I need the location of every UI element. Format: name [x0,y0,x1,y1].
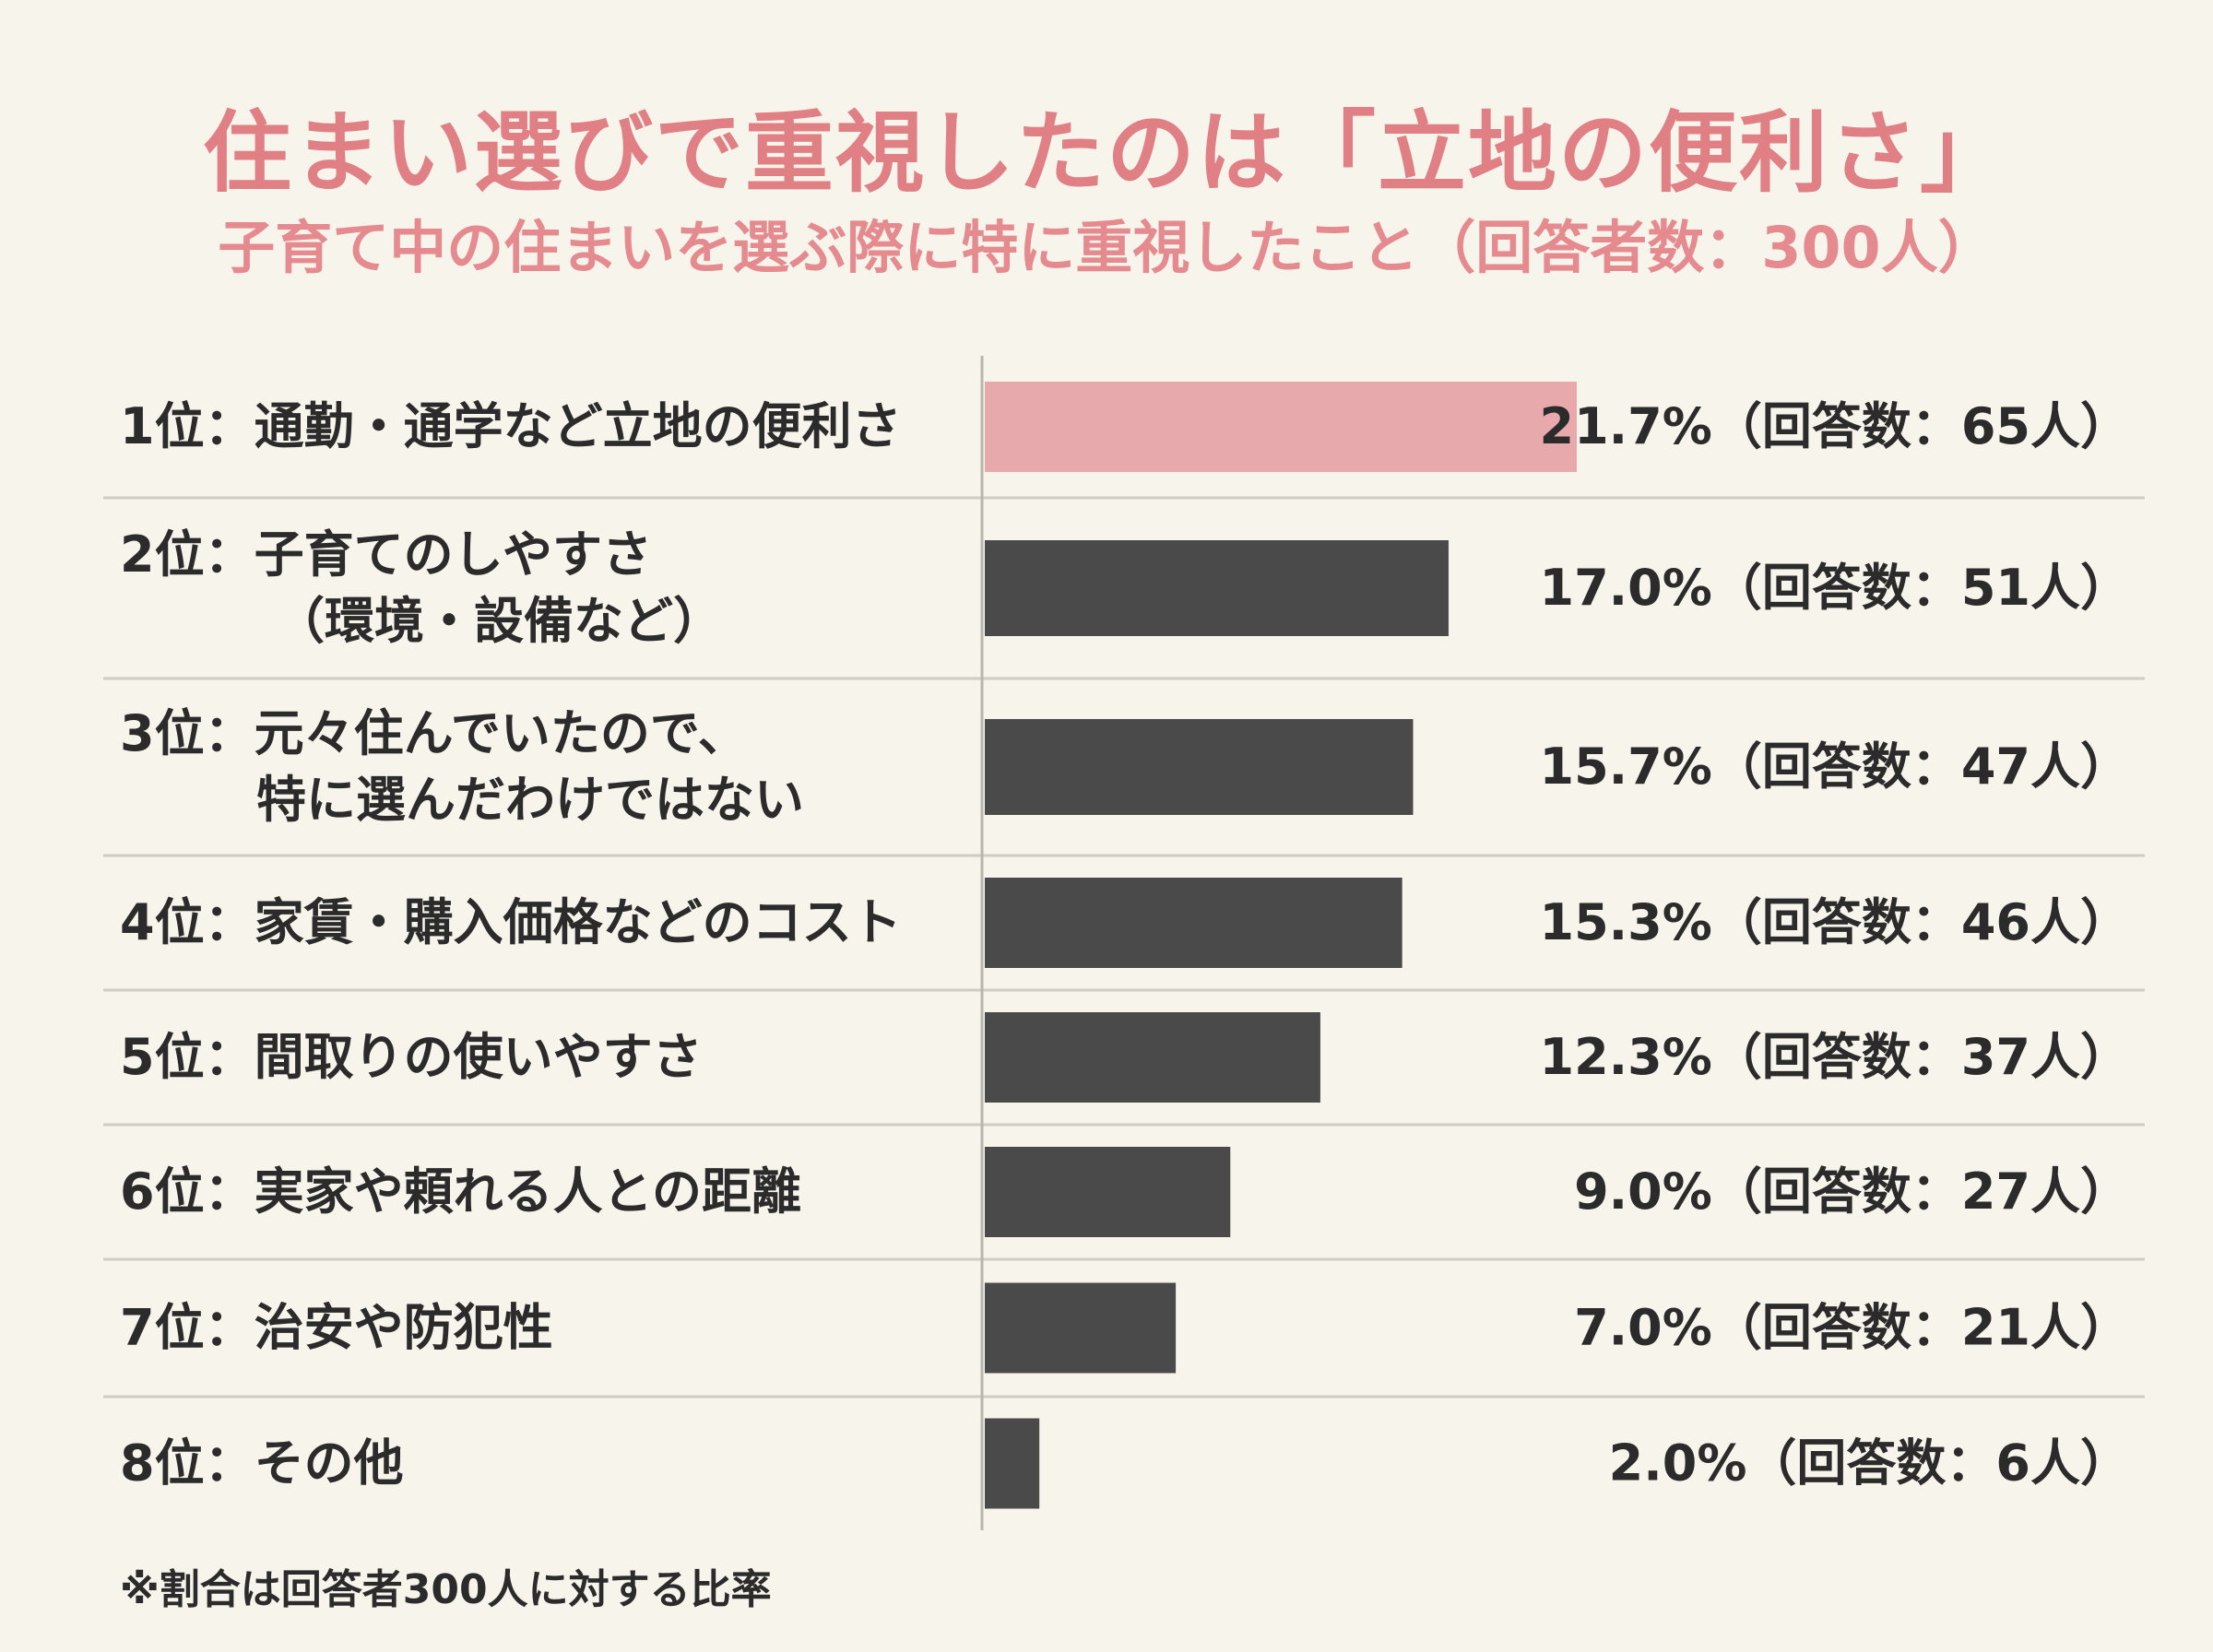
value-label-3: 15.7%（回答数：47人） [1540,738,2131,796]
category-label-1: 1位：通勤・通学など立地の便利さ [120,397,902,455]
category-label-line: 3位：元々住んでいたので、 [120,704,748,762]
bar-1 [985,382,1577,472]
category-label-line: 2位：子育てのしやすさ [120,525,652,584]
category-label-5: 5位：間取りの使いやすさ [120,1028,703,1086]
bar-5 [985,1012,1320,1103]
category-label-line: 4位：家賃・購入価格などのコスト [120,893,902,951]
category-label-6: 6位：実家や頼れる人との距離 [120,1162,801,1221]
bar-3 [985,719,1414,815]
footnote: ※割合は回答者300人に対する比率 [120,1566,772,1613]
value-label-2: 17.0%（回答数：51人） [1540,559,2131,617]
category-label-line: 6位：実家や頼れる人との距離 [120,1162,801,1221]
chart-subtitle: 子育て中の住まいを選ぶ際に特に重視したこと（回答者数：300人） [218,214,1995,281]
category-label-line: （環境・設備など） [275,592,723,650]
value-label-6: 9.0%（回答数：27人） [1574,1162,2130,1221]
category-label-2: 2位：子育てのしやすさ （環境・設備など） [120,525,723,650]
value-label-7: 7.0%（回答数：21人） [1574,1299,2130,1357]
category-label-line: 1位：通勤・通学など立地の便利さ [120,397,902,455]
value-label-8: 2.0%（回答数：6人） [1609,1434,2130,1493]
category-label-4: 4位：家賃・購入価格などのコスト [120,893,902,951]
value-label-5: 12.3%（回答数：37人） [1540,1028,2131,1086]
bar-8 [985,1418,1040,1509]
category-label-3: 3位：元々住んでいたので、特に選んだわけではない [120,704,804,829]
category-label-line: 8位：その他 [120,1434,404,1493]
category-label-line: 7位：治安や防犯性 [120,1299,553,1357]
bar-7 [985,1282,1177,1374]
value-label-1: 21.7%（回答数：65人） [1540,397,2131,455]
bar-6 [985,1147,1231,1237]
chart-title: 住まい選びで重視したのは「立地の便利さ」 [203,101,2010,205]
category-label-line: 5位：間取りの使いやすさ [120,1028,703,1086]
bar-4 [985,878,1402,968]
value-label-4: 15.3%（回答数：46人） [1540,893,2131,951]
category-label-8: 8位：その他 [120,1434,404,1493]
category-label-7: 7位：治安や防犯性 [120,1299,553,1357]
bar-2 [985,540,1449,636]
category-label-line: 特に選んだわけではない [256,771,804,829]
